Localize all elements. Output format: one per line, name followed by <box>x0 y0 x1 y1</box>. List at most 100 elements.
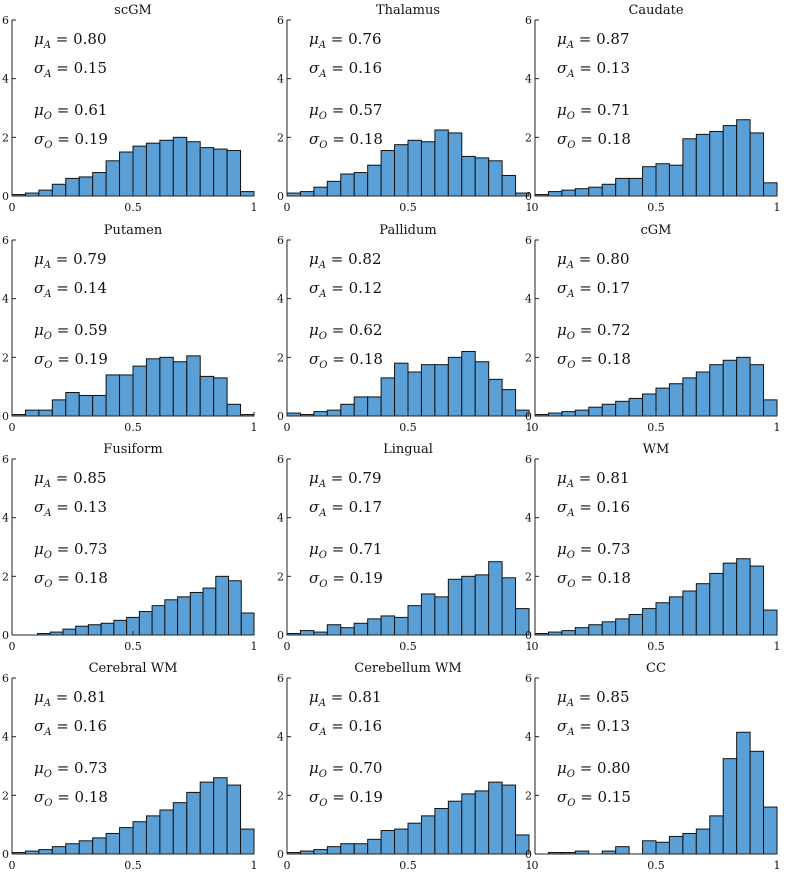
y-tick-label: 0 <box>525 410 532 423</box>
histogram-bar <box>682 377 697 417</box>
histogram-bar <box>655 163 670 197</box>
panel-title: cGM <box>641 223 672 238</box>
histogram-bar <box>119 374 134 417</box>
histogram-bar <box>588 406 603 417</box>
histogram-bar <box>340 627 355 636</box>
y-tick-label: 0 <box>2 190 9 203</box>
y-tick-label: 4 <box>2 293 9 306</box>
x-tick-label: 0.5 <box>647 859 665 872</box>
histogram-bar <box>145 358 161 417</box>
histogram-bar <box>313 186 328 197</box>
histogram-bar <box>709 364 724 417</box>
histogram-bar <box>202 587 217 636</box>
stat-mu-a: μA = 0.80 <box>34 30 107 51</box>
y-tick-label: 6 <box>277 672 284 685</box>
histogram-bar <box>601 621 617 636</box>
y-tick-label: 2 <box>525 131 532 144</box>
histogram-bar <box>353 396 369 417</box>
histogram-bar <box>561 630 576 636</box>
y-tick-label: 2 <box>2 351 9 364</box>
histogram-bar <box>736 119 751 197</box>
histogram-bar <box>132 821 147 855</box>
histogram-bar <box>394 144 409 197</box>
y-tick-label: 6 <box>525 234 532 247</box>
histogram-bar <box>736 356 751 417</box>
histogram-bar <box>367 396 382 417</box>
y-tick-label: 0 <box>2 629 9 642</box>
histogram-bar <box>177 596 191 636</box>
histogram-bar <box>574 627 590 636</box>
histogram-bar <box>461 793 476 855</box>
y-tick-label: 6 <box>2 234 9 247</box>
panel-title: Caudate <box>628 3 683 18</box>
histogram-bar <box>709 815 724 855</box>
stat-mu-o: μO = 0.71 <box>557 101 630 122</box>
histogram-bar <box>763 399 778 417</box>
x-tick-label: 0.5 <box>124 640 142 653</box>
x-tick-label: 0 <box>532 859 539 872</box>
histogram-bar <box>367 838 382 855</box>
y-tick-label: 6 <box>2 453 9 466</box>
y-tick-label: 4 <box>525 731 532 744</box>
y-tick-label: 4 <box>277 73 284 86</box>
y-tick-label: 0 <box>277 410 284 423</box>
y-tick-label: 0 <box>277 190 284 203</box>
histogram-bar <box>763 806 778 855</box>
histogram-bar <box>313 411 328 417</box>
stat-sigma-o: σO = 0.19 <box>309 569 383 590</box>
histogram-bar <box>299 630 315 636</box>
histogram-bar <box>151 605 166 636</box>
x-tick-label: 0.5 <box>399 640 417 653</box>
panel-title: Thalamus <box>376 3 440 18</box>
stat-mu-o: μO = 0.70 <box>309 759 382 780</box>
stat-mu-o: μO = 0.73 <box>34 540 107 561</box>
histogram-bar <box>65 177 80 197</box>
histogram-bar <box>642 393 657 417</box>
histogram-bar <box>226 403 242 417</box>
x-tick-label: 1 <box>251 640 258 653</box>
stat-mu-a: μA = 0.76 <box>309 30 382 51</box>
histogram-bar <box>736 558 751 636</box>
stat-sigma-o: σO = 0.15 <box>557 788 631 809</box>
histogram-bar <box>313 849 328 855</box>
histogram-bar <box>615 618 630 636</box>
histogram-bar <box>380 615 396 636</box>
x-tick-label: 1 <box>251 859 258 872</box>
y-tick-label: 4 <box>525 512 532 525</box>
histogram-bar <box>574 188 590 197</box>
histogram-bar <box>113 619 128 636</box>
y-tick-label: 2 <box>2 789 9 802</box>
histogram-bar <box>615 400 630 417</box>
stat-sigma-o: σO = 0.18 <box>34 788 108 809</box>
histogram-bar <box>628 177 644 197</box>
x-tick-label: 0.5 <box>647 640 665 653</box>
histogram-bar <box>394 362 409 417</box>
y-tick-label: 4 <box>2 73 9 86</box>
histogram-bar <box>695 828 711 855</box>
histogram-bar <box>461 350 476 417</box>
y-tick-label: 0 <box>525 190 532 203</box>
y-tick-label: 4 <box>277 512 284 525</box>
histogram-bar <box>340 173 355 197</box>
x-tick-label: 0 <box>9 859 16 872</box>
histogram-bar <box>722 125 738 197</box>
stat-sigma-a: σA = 0.16 <box>557 498 630 519</box>
histogram-bar <box>38 409 53 417</box>
stat-mu-a: μA = 0.79 <box>309 469 382 490</box>
histogram-bar <box>394 828 409 855</box>
stat-mu-a: μA = 0.85 <box>557 688 630 709</box>
stat-mu-o: μO = 0.71 <box>309 540 382 561</box>
histogram-bar <box>326 180 342 197</box>
histogram-bar <box>655 387 670 417</box>
histogram-bar <box>100 622 115 636</box>
histogram-bar <box>501 784 517 855</box>
histogram-bar <box>434 596 449 636</box>
histogram-bar <box>501 174 517 197</box>
stat-sigma-a: σA = 0.17 <box>309 498 382 519</box>
histogram-bar <box>326 846 342 855</box>
stat-sigma-o: σO = 0.19 <box>34 130 108 151</box>
histogram-bar <box>228 580 242 636</box>
x-tick-label: 0 <box>284 421 291 434</box>
histogram-bar <box>186 355 201 417</box>
